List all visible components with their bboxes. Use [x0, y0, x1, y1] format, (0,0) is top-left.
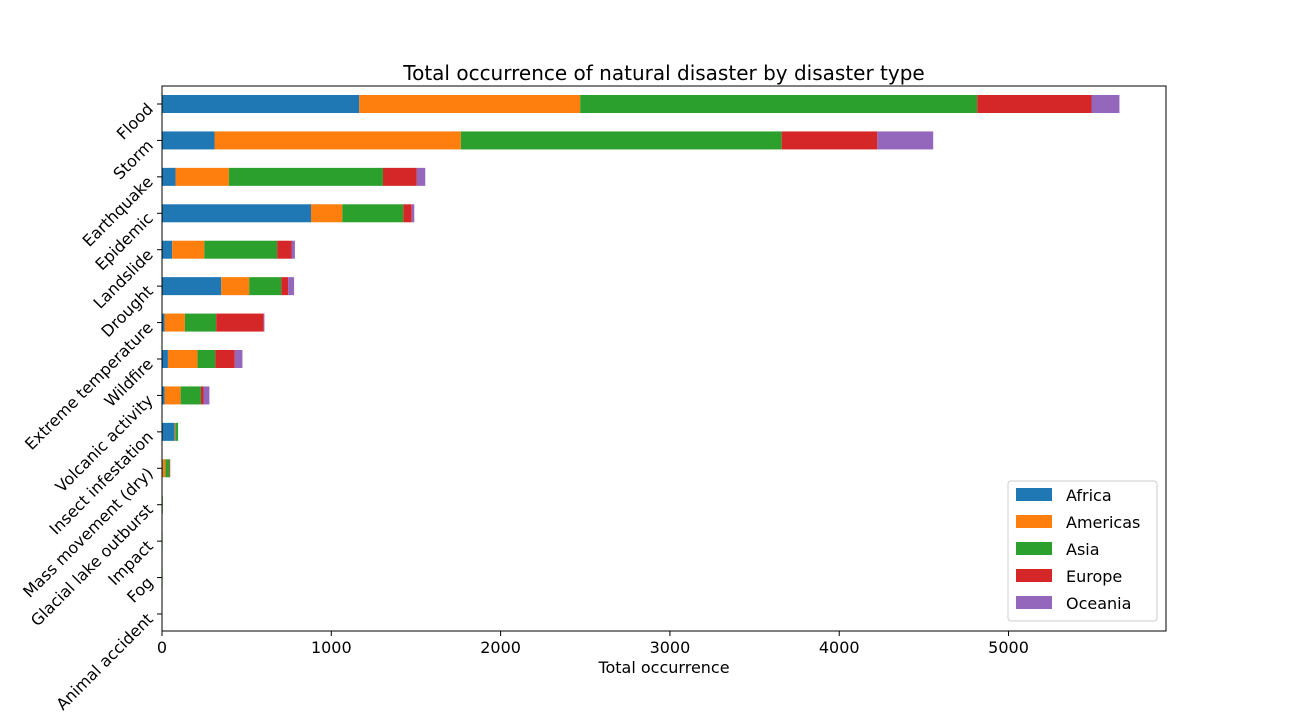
- bar-wildfire-asia: [197, 350, 216, 368]
- legend-swatch: [1016, 569, 1052, 582]
- x-axis-ticks: 0 1000 2000 3000 4000 5000: [157, 631, 1029, 657]
- legend-label: Europe: [1066, 567, 1122, 586]
- bar-wildfire-africa: [162, 350, 168, 368]
- bar-storm-africa: [162, 131, 215, 150]
- bar-insect-infestation-africa: [162, 422, 175, 441]
- x-tick-label: 5000: [988, 638, 1029, 657]
- bar-insect-infestation-asia: [175, 422, 179, 441]
- bar-extreme-temperature-asia: [184, 313, 217, 332]
- y-tick-label: Storm: [109, 136, 156, 183]
- x-tick-label: 2000: [480, 638, 521, 657]
- bar-extreme-temperature-oceania: [263, 313, 265, 332]
- bar-storm-americas: [214, 131, 461, 150]
- bar-volcanic-activity-europe: [200, 386, 204, 405]
- y-tick-label: Flood: [113, 99, 157, 143]
- bar-storm-asia: [460, 131, 782, 150]
- bar-drought-europe: [281, 277, 289, 296]
- x-tick-label: 0: [157, 638, 167, 657]
- bar-group: [162, 95, 1120, 587]
- legend-swatch: [1016, 596, 1052, 609]
- y-tick-label: Animal accident: [52, 609, 156, 713]
- bar-flood-asia: [580, 95, 978, 113]
- legend-swatch: [1016, 542, 1052, 555]
- bar-earthquake-asia: [228, 167, 383, 186]
- x-tick-label: 1000: [311, 638, 352, 657]
- bar-landslide-europe: [277, 240, 292, 259]
- bar-drought-oceania: [288, 277, 295, 296]
- bar-insect-infestation-americas: [174, 422, 176, 441]
- legend: Africa Americas Asia Europe Oceania: [1007, 480, 1158, 622]
- bar-epidemic-oceania: [411, 204, 415, 223]
- bar-wildfire-europe: [215, 350, 235, 368]
- bar-epidemic-europe: [403, 204, 412, 223]
- bar-storm-europe: [781, 131, 878, 150]
- bar-storm-oceania: [877, 131, 934, 150]
- legend-swatch: [1016, 515, 1052, 528]
- legend-label: Oceania: [1066, 594, 1131, 613]
- bar-mass-movement-dry--americas: [162, 459, 166, 478]
- bar-flood-africa: [162, 95, 360, 113]
- y-axis-ticks: FloodStormEarthquakeEpidemicLandslideDro…: [19, 99, 162, 714]
- bar-earthquake-europe: [382, 167, 417, 186]
- x-tick-label: 3000: [650, 638, 691, 657]
- bar-earthquake-africa: [162, 167, 176, 186]
- legend-label: Africa: [1066, 486, 1112, 505]
- bar-epidemic-americas: [310, 204, 343, 223]
- bar-extreme-temperature-americas: [164, 313, 185, 332]
- bar-extreme-temperature-africa: [162, 313, 165, 332]
- bar-epidemic-asia: [342, 204, 404, 223]
- legend-swatch: [1016, 488, 1052, 501]
- bar-flood-europe: [977, 95, 1092, 113]
- x-tick-label: 4000: [819, 638, 860, 657]
- bar-volcanic-activity-africa: [162, 386, 165, 405]
- bar-wildfire-americas: [167, 350, 198, 368]
- bar-volcanic-activity-americas: [164, 386, 181, 405]
- bar-drought-asia: [249, 277, 282, 296]
- chart-title: Total occurrence of natural disaster by …: [402, 61, 924, 85]
- bar-landslide-africa: [162, 240, 173, 259]
- bar-drought-africa: [162, 277, 222, 296]
- bar-epidemic-africa: [162, 204, 311, 223]
- bar-volcanic-activity-oceania: [203, 386, 210, 405]
- bar-landslide-americas: [172, 240, 205, 259]
- bar-flood-oceania: [1091, 95, 1120, 113]
- bar-landslide-asia: [204, 240, 278, 259]
- bar-earthquake-oceania: [416, 167, 426, 186]
- x-axis-label: Total occurrence: [597, 658, 729, 677]
- bar-wildfire-oceania: [234, 350, 243, 368]
- bar-extreme-temperature-europe: [216, 313, 264, 332]
- bar-earthquake-americas: [175, 167, 229, 186]
- bar-volcanic-activity-asia: [180, 386, 201, 405]
- legend-label: Americas: [1066, 513, 1140, 532]
- bar-flood-americas: [359, 95, 581, 113]
- bar-mass-movement-dry--asia: [165, 459, 170, 478]
- bar-mass-movement-dry--europe: [169, 459, 171, 478]
- bar-drought-americas: [221, 277, 250, 296]
- legend-label: Asia: [1066, 540, 1100, 559]
- bar-landslide-oceania: [291, 240, 295, 259]
